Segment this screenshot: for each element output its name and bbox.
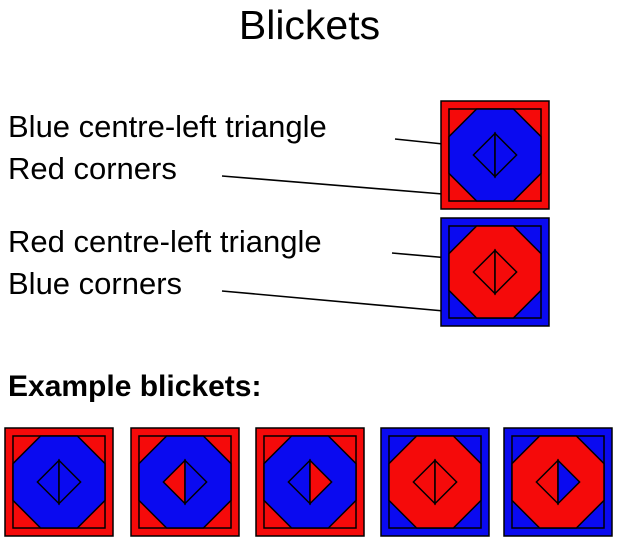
centre-right-triangle	[184, 458, 208, 506]
example-tile-5	[503, 427, 613, 537]
pointer-arrow-blue-corners	[221, 290, 456, 317]
pointer-lines	[221, 138, 473, 317]
centre-right-triangle	[494, 248, 518, 296]
example-tile-4	[380, 427, 490, 537]
label-blue-centre-left-triangle: Blue centre-left triangle	[8, 109, 327, 144]
pointer-arrow-red-corners	[221, 175, 456, 200]
label-blue-corners: Blue corners	[8, 266, 183, 301]
example-tile-2	[130, 427, 240, 537]
label-red-centre-left-triangle: Red centre-left triangle	[8, 224, 322, 259]
rule-tile-1	[440, 100, 550, 210]
example-tile-3	[255, 427, 365, 537]
label-red-corners: Red corners	[8, 151, 177, 186]
page-title: Blickets	[238, 2, 381, 48]
centre-right-triangle	[309, 458, 333, 506]
example-tile-1	[4, 427, 114, 537]
examples-heading: Example blickets:	[8, 370, 262, 403]
centre-right-triangle	[494, 131, 518, 179]
rule-tile-2	[440, 217, 550, 327]
centre-right-triangle	[557, 458, 581, 506]
centre-right-triangle	[58, 458, 82, 506]
centre-right-triangle	[434, 458, 458, 506]
